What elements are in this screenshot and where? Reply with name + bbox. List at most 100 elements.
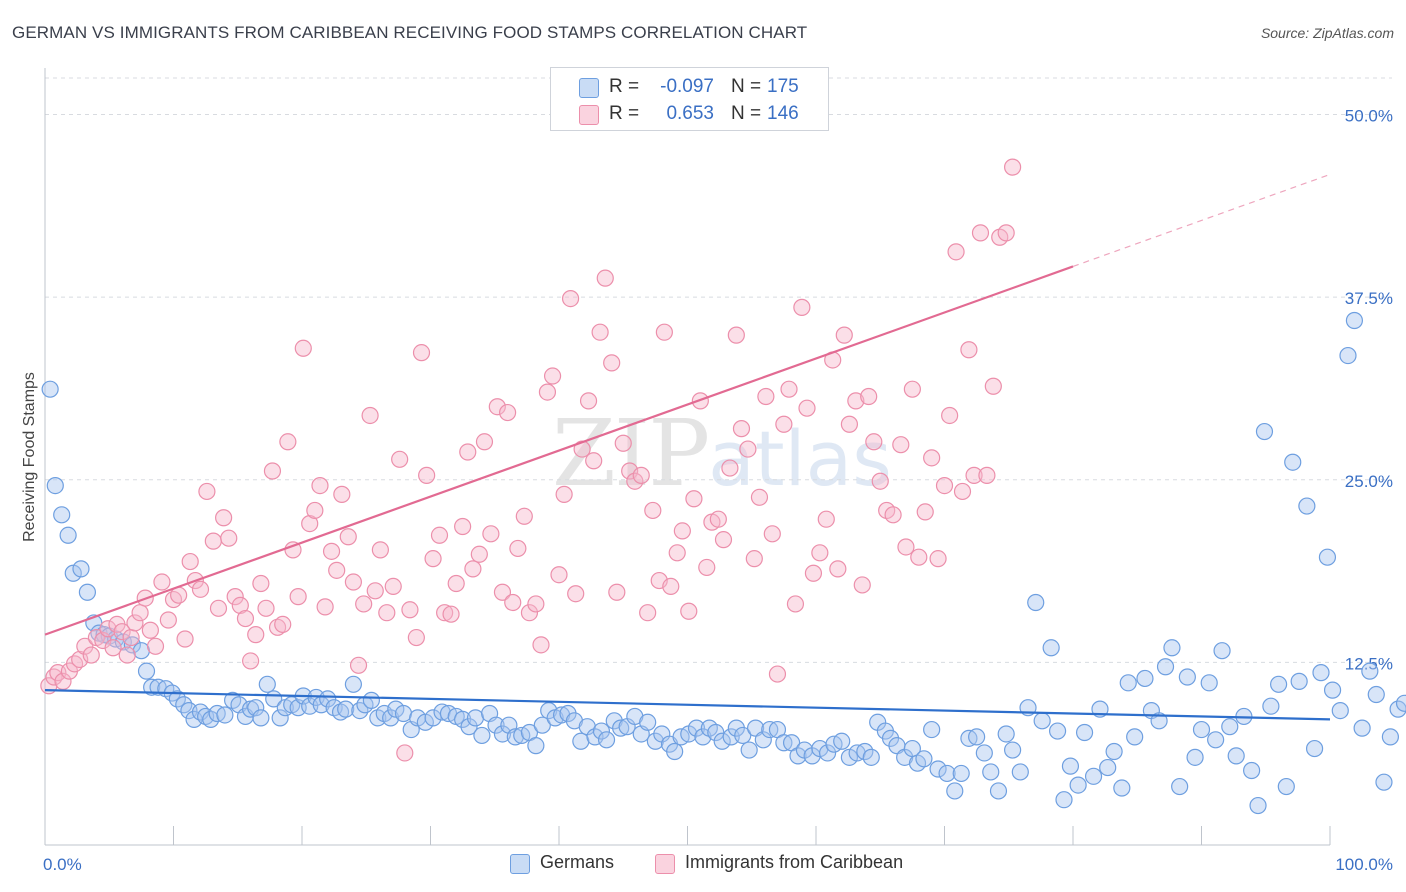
caribbean-point [459,443,477,461]
caribbean-point [978,466,996,484]
chart-title: GERMAN VS IMMIGRANTS FROM CARIBBEAN RECE… [12,23,808,42]
germans-point [997,725,1015,743]
caribbean-point [520,604,539,622]
caribbean-point [750,488,769,506]
caribbean-point [289,588,307,606]
caribbean-point [935,477,954,495]
caribbean-point [328,561,346,579]
caribbean-point [424,550,442,568]
germans-point [319,690,337,708]
caribbean-point [632,466,650,484]
caribbean-point [247,626,265,644]
caribbean-point [775,415,793,433]
caribbean-point [923,449,941,467]
caribbean-point [614,434,632,452]
germans-point [53,506,71,524]
germans-point [707,723,725,742]
caribbean-point [953,482,972,501]
y-tick-label: 50.0% [1345,107,1393,126]
germans-point [132,642,150,660]
caribbean-point [763,525,781,543]
caribbean-point [668,544,686,562]
germans-point [168,690,186,708]
caribbean-point [929,550,947,568]
caribbean-point [361,406,379,425]
caribbean-point [464,560,482,578]
germans-point [1075,723,1094,742]
caribbean-point [76,637,94,655]
germans-point [754,731,772,749]
caribbean-point [322,542,341,560]
caribbean-trend-line [44,265,1074,636]
germans-point [59,526,77,544]
germans-point [527,737,545,755]
watermark: ZIPatlas [552,400,892,507]
caribbean-point [396,744,414,762]
germans-point [915,750,933,768]
caribbean-point [757,387,775,406]
germans-point [1055,791,1073,809]
caribbean-point [301,514,319,533]
caribbean-point [236,609,255,628]
caribbean-point [475,433,494,451]
germans-point [424,709,442,727]
caribbean-point [853,576,871,594]
germans-point [612,719,630,737]
germans-point [1150,712,1168,730]
caribbean-point [871,472,889,490]
germans-point [952,764,970,783]
germans-point [1163,639,1181,657]
caribbean-point [378,604,396,622]
germans-point [1331,701,1349,720]
caribbean-point [226,588,244,606]
caribbean-point [344,573,362,591]
germans-point [1249,796,1267,815]
germans-point [989,782,1008,800]
caribbean-point [191,580,210,598]
caribbean-point [903,380,921,398]
caribbean-point [215,509,233,527]
germans-point [1269,675,1288,693]
caribbean-point [141,621,159,639]
legend-label: Immigrants from Caribbean [685,852,904,872]
germans-point [1004,741,1022,759]
caribbean-point [573,440,591,458]
caribbean-point [99,620,117,638]
caribbean-point [252,574,270,593]
caribbean-point [662,577,680,596]
caribbean-point [54,672,72,690]
caribbean-point [984,377,1002,395]
germans-point [252,709,270,727]
caribbean-point [384,577,402,596]
caribbean-point [555,485,573,503]
caribbean-point [181,552,199,571]
caribbean-point [941,406,959,425]
caribbean-point [447,574,465,593]
r-value: 0.653 [666,103,714,124]
caribbean-point [910,548,928,566]
germans-point [929,760,947,778]
caribbean-point [349,656,368,674]
germans-point [1178,668,1196,686]
caribbean-point [470,545,488,563]
germans-point [1099,758,1117,777]
caribbean-point [355,595,373,613]
caribbean-point [745,550,763,568]
germans-point [1213,642,1231,660]
caribbean-point [113,623,131,641]
caribbean-swatch-icon [579,105,599,125]
germans-point [1105,742,1123,761]
caribbean-point [454,517,472,536]
germans-point [1395,694,1406,712]
caribbean-point [811,544,829,562]
caribbean-point [626,472,644,490]
caribbean-point [412,344,431,362]
germans-point [666,742,684,761]
caribbean-point [644,501,662,520]
germans-point [1069,776,1087,794]
caribbean-point [504,593,522,612]
caribbean-point [418,466,436,484]
caribbean-point [146,637,165,655]
germans-point [1186,748,1204,766]
